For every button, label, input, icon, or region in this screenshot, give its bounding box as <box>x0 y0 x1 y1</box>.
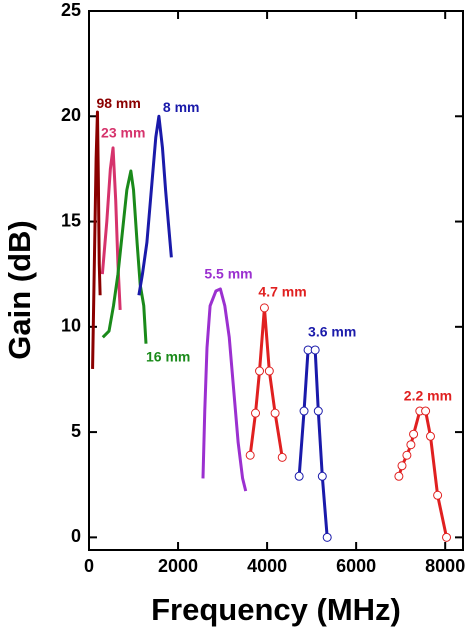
y-tick-label: 10 <box>61 316 81 336</box>
data-point <box>251 408 261 418</box>
series-label: 98 mm <box>96 95 140 111</box>
data-point <box>433 490 443 500</box>
data-point <box>299 406 309 416</box>
series-label: 5.5 mm <box>204 266 252 282</box>
series-line <box>201 287 248 492</box>
y-tick-label: 5 <box>71 421 81 441</box>
x-tick-label: 8000 <box>425 556 465 576</box>
x-tick-label: 2000 <box>158 556 198 576</box>
data-point <box>270 408 280 418</box>
series-line <box>137 114 173 296</box>
data-point <box>277 452 287 462</box>
y-axis-label: Gain (dB) <box>2 220 37 360</box>
data-point <box>245 450 255 460</box>
data-point <box>259 303 269 313</box>
series-label: 23 mm <box>101 125 145 141</box>
y-tick-label: 0 <box>71 526 81 546</box>
data-point <box>294 471 304 481</box>
plot-frame <box>88 10 464 551</box>
series-line <box>297 348 329 538</box>
data-point <box>255 366 265 376</box>
x-tick-label: 0 <box>84 556 94 576</box>
data-point <box>317 471 327 481</box>
data-point <box>313 406 323 416</box>
data-point <box>421 406 431 416</box>
series-label: 2.2 mm <box>404 388 452 404</box>
series-label: 8 mm <box>163 99 200 115</box>
series-line <box>248 306 284 458</box>
series-line <box>91 110 102 369</box>
data-point <box>409 429 419 439</box>
data-point <box>394 471 404 481</box>
data-point <box>322 532 332 542</box>
data-point <box>397 461 407 471</box>
y-tick-label: 15 <box>61 210 81 230</box>
y-tick-label: 20 <box>61 105 81 125</box>
x-axis-label: Frequency (MHz) <box>151 592 401 627</box>
series-label: 4.7 mm <box>258 284 306 300</box>
data-point <box>442 532 452 542</box>
data-point <box>310 345 320 355</box>
x-tick-label: 4000 <box>247 556 287 576</box>
data-point <box>264 366 274 376</box>
series-line <box>397 409 448 538</box>
series-label: 16 mm <box>146 348 190 364</box>
x-tick-label: 6000 <box>336 556 376 576</box>
data-point <box>425 431 435 441</box>
data-point <box>402 450 412 460</box>
series-label: 3.6 mm <box>308 324 356 340</box>
data-point <box>406 440 416 450</box>
y-tick-label: 25 <box>61 0 81 20</box>
